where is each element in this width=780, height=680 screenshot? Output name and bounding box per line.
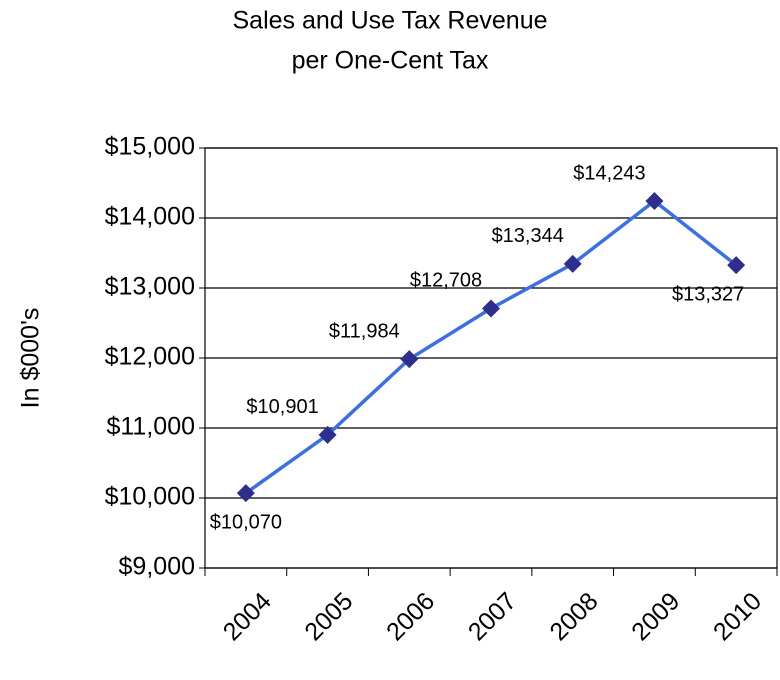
plot-border: [204, 147, 778, 569]
y-tick-label: $9,000: [119, 553, 195, 581]
marker: [482, 299, 500, 318]
value-label: $11,984: [329, 320, 400, 342]
y-tick-label: $11,000: [106, 413, 195, 441]
value-label: $13,344: [492, 225, 564, 247]
marker: [727, 256, 746, 275]
y-tick-label: $13,000: [105, 273, 195, 301]
value-label: $10,901: [246, 396, 318, 418]
x-tick-label: 2006: [381, 587, 440, 646]
y-tick-label: $15,000: [105, 133, 195, 161]
y-tick-label: $12,000: [105, 343, 195, 371]
x-tick-label: 2009: [626, 587, 685, 646]
marker: [645, 191, 664, 210]
x-tick-label: 2007: [463, 587, 522, 646]
y-tick-label: $10,000: [105, 483, 195, 511]
value-label: $10,070: [210, 511, 282, 533]
value-label: $12,708: [410, 270, 482, 292]
chart-title: per One-Cent Tax: [292, 47, 489, 75]
marker: [563, 254, 582, 273]
value-label: $13,327: [672, 283, 744, 305]
value-label: $14,243: [573, 162, 645, 184]
x-tick-label: 2010: [708, 587, 767, 646]
x-tick-label: 2004: [218, 587, 277, 646]
y-tick-label: $14,000: [105, 203, 195, 231]
y-axis-label: In $000's: [17, 308, 45, 409]
x-tick-label: 2008: [544, 587, 603, 646]
marker: [236, 484, 255, 503]
chart-title: Sales and Use Tax Revenue: [232, 7, 547, 35]
marker: [400, 350, 419, 369]
marker: [318, 425, 337, 444]
x-tick-label: 2005: [299, 587, 358, 646]
